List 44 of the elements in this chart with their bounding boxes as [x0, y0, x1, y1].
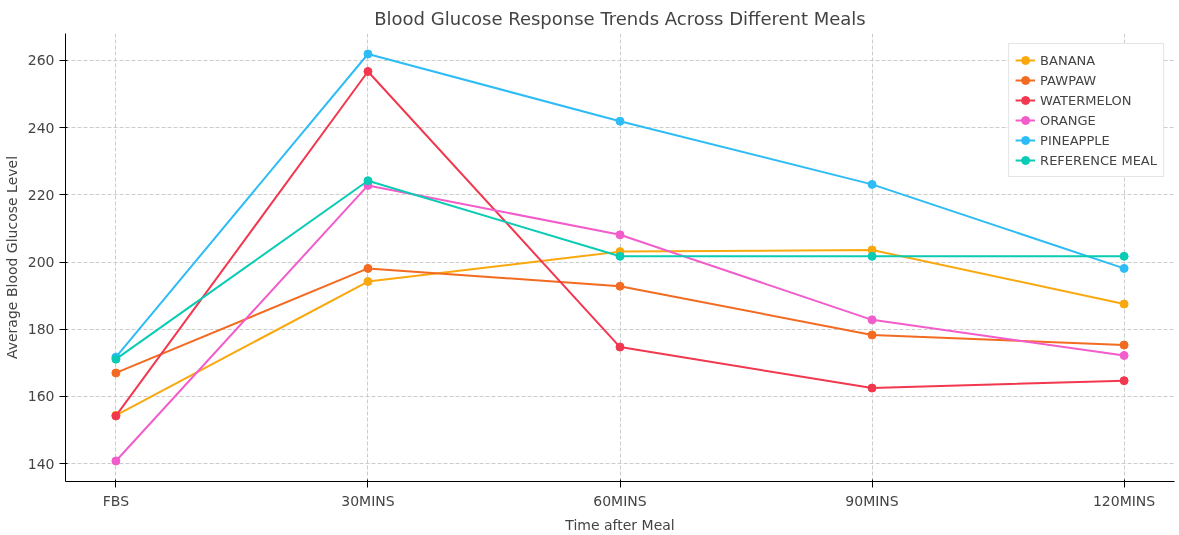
- point: [363, 277, 373, 287]
- point: [1119, 340, 1129, 350]
- legend-label: PAWPAW: [1040, 72, 1097, 88]
- legend-label: WATERMELON: [1040, 92, 1132, 108]
- y-axis-title: Average Blood Glucose Level: [3, 155, 20, 360]
- legend-label: BANANA: [1040, 52, 1096, 68]
- point: [867, 251, 877, 261]
- y-tick-label: 240: [27, 119, 55, 136]
- point: [1119, 376, 1129, 386]
- legend-label: ORANGE: [1040, 112, 1096, 128]
- point: [615, 251, 625, 261]
- point: [1119, 350, 1129, 360]
- x-tick-label: 60MINS: [593, 492, 647, 509]
- point: [363, 49, 373, 59]
- x-tick-label: 30MINS: [341, 492, 395, 509]
- point: [363, 176, 373, 186]
- y-tick-label: 140: [27, 455, 55, 472]
- y-tick-label: 260: [27, 52, 55, 69]
- x-tick-label: 120MINS: [1092, 492, 1156, 509]
- point: [867, 330, 877, 340]
- x-axis-title: Time after Meal: [564, 516, 675, 533]
- y-tick-label: 180: [27, 321, 55, 338]
- y-tick-label: 220: [27, 186, 55, 203]
- y-tick-label: 160: [27, 388, 55, 405]
- point: [615, 230, 625, 240]
- point: [1119, 263, 1129, 273]
- point: [363, 263, 373, 273]
- x-tick-label: FBS: [102, 492, 130, 509]
- legend-label: PINEAPPLE: [1040, 132, 1110, 148]
- point: [615, 281, 625, 291]
- point: [1119, 251, 1129, 261]
- point: [363, 66, 373, 76]
- point: [615, 342, 625, 352]
- point: [1119, 299, 1129, 309]
- legend-label: REFERENCE MEAL: [1040, 152, 1157, 168]
- point: [867, 383, 877, 393]
- point: [867, 179, 877, 189]
- point: [111, 368, 121, 378]
- chart-title: Blood Glucose Response Trends Across Different Meals: [374, 7, 866, 29]
- x-tick-label: 90MINS: [845, 492, 899, 509]
- point: [615, 116, 625, 126]
- point: [867, 315, 877, 325]
- y-tick-label: 200: [27, 254, 55, 271]
- point: [111, 456, 121, 466]
